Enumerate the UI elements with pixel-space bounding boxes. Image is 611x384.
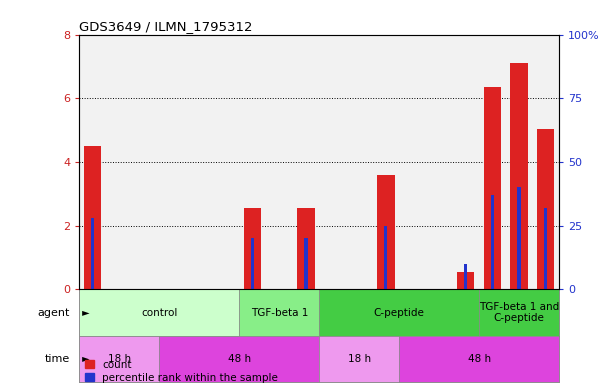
Bar (544, 208, 547, 290)
Text: agent: agent (37, 308, 70, 318)
Bar (537, 129, 554, 290)
Bar (79, 290, 240, 336)
Bar (84, 146, 101, 290)
Text: control: control (141, 308, 178, 318)
Text: C-peptide: C-peptide (374, 308, 425, 318)
Bar (464, 264, 467, 290)
Bar (159, 336, 320, 382)
Bar (240, 35, 266, 290)
Bar (304, 238, 307, 290)
Bar (479, 290, 559, 336)
Bar (159, 35, 186, 290)
Text: TGF-beta 1 and
C-peptide: TGF-beta 1 and C-peptide (479, 302, 559, 323)
Bar (506, 35, 532, 290)
Bar (213, 35, 240, 290)
Bar (377, 175, 395, 290)
Bar (399, 35, 426, 290)
Bar (384, 226, 387, 290)
Bar (532, 35, 559, 290)
Bar (186, 35, 213, 290)
Text: ►: ► (79, 308, 90, 318)
Bar (479, 35, 506, 290)
Bar (106, 35, 133, 290)
Text: 18 h: 18 h (108, 354, 131, 364)
Bar (320, 336, 399, 382)
Legend: count, percentile rank within the sample: count, percentile rank within the sample (85, 359, 278, 382)
Text: TGF-beta 1: TGF-beta 1 (251, 308, 308, 318)
Text: GDS3649 / ILMN_1795312: GDS3649 / ILMN_1795312 (79, 20, 253, 33)
Bar (373, 35, 399, 290)
Bar (426, 35, 453, 290)
Bar (133, 35, 159, 290)
Bar (79, 35, 106, 290)
Bar (491, 195, 494, 290)
Text: 48 h: 48 h (228, 354, 251, 364)
Text: time: time (45, 354, 70, 364)
Bar (346, 35, 373, 290)
Text: 18 h: 18 h (348, 354, 371, 364)
Bar (91, 218, 94, 290)
Bar (266, 35, 293, 290)
Bar (518, 187, 521, 290)
Bar (457, 272, 475, 290)
Bar (293, 35, 320, 290)
Bar (251, 238, 254, 290)
Bar (320, 290, 479, 336)
Bar (79, 336, 159, 382)
Bar (484, 87, 501, 290)
Text: 48 h: 48 h (467, 354, 491, 364)
Bar (240, 290, 320, 336)
Text: ►: ► (79, 354, 90, 364)
Bar (244, 208, 262, 290)
Bar (510, 63, 528, 290)
Bar (453, 35, 479, 290)
Bar (399, 336, 559, 382)
Bar (298, 208, 315, 290)
Bar (320, 35, 346, 290)
